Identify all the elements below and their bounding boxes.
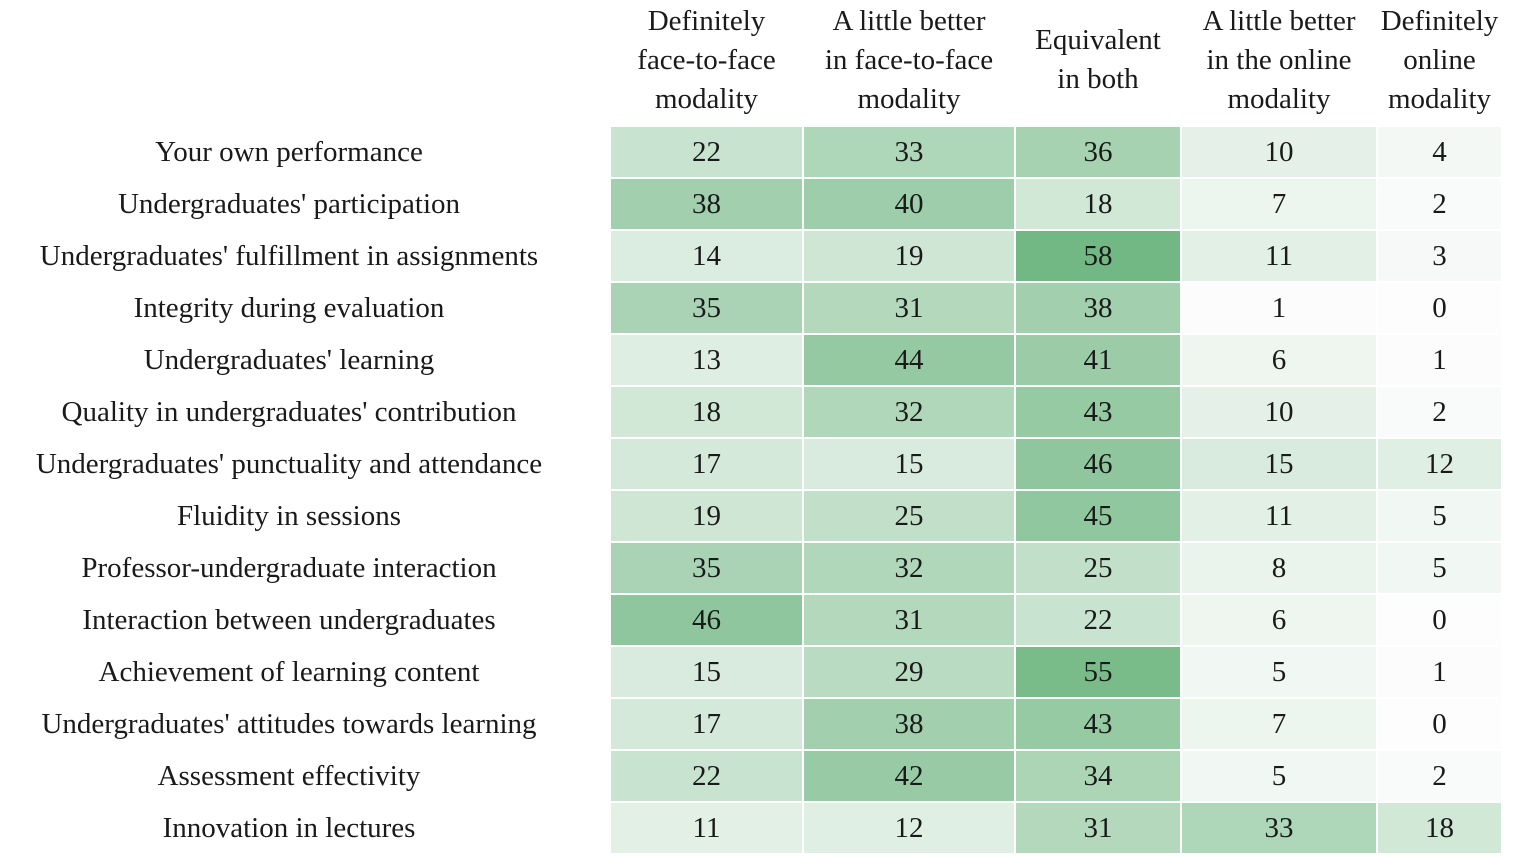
- heatmap-cell: 2: [1377, 178, 1502, 230]
- row-label: Undergraduates' participation: [117, 187, 461, 220]
- heatmap-cell: 46: [610, 594, 803, 646]
- heatmap-cell: 31: [1015, 802, 1181, 854]
- heatmap-cell: 32: [803, 542, 1015, 594]
- heatmap-cell: 31: [803, 594, 1015, 646]
- heatmap-cell: 10: [1181, 386, 1377, 438]
- heatmap-cell: 6: [1181, 594, 1377, 646]
- row-label: Assessment effectivity: [157, 759, 421, 792]
- column-header: A little better in the online modality: [1202, 4, 1356, 115]
- heatmap-cell: 34: [1015, 750, 1181, 802]
- heatmap-cell: 43: [1015, 386, 1181, 438]
- heatmap-cell: 22: [610, 750, 803, 802]
- row-label: Innovation in lectures: [162, 811, 416, 844]
- heatmap-cell: 15: [1181, 438, 1377, 490]
- column-header: Definitely online modality: [1380, 4, 1499, 115]
- row-label: Professor-undergraduate interaction: [81, 551, 497, 584]
- heatmap-cell: 43: [1015, 698, 1181, 750]
- heatmap-cell: 55: [1015, 646, 1181, 698]
- heatmap-cell: 31: [803, 282, 1015, 334]
- heatmap-cell: 18: [1377, 802, 1502, 854]
- row-label: Undergraduates' punctuality and attendan…: [35, 447, 543, 480]
- heatmap-cell: 14: [610, 230, 803, 282]
- heatmap-cell: 15: [610, 646, 803, 698]
- heatmap-cell: 5: [1181, 750, 1377, 802]
- heatmap-cell: 32: [803, 386, 1015, 438]
- heatmap-cell: 33: [803, 126, 1015, 178]
- row-label: Integrity during evaluation: [133, 291, 445, 324]
- row-label: Your own performance: [155, 135, 423, 168]
- column-header: A little better in face-to-face modality: [824, 4, 994, 115]
- heatmap-cell: 5: [1377, 542, 1502, 594]
- heatmap-cell: 5: [1377, 490, 1502, 542]
- heatmap-cell: 41: [1015, 334, 1181, 386]
- heatmap-cell: 12: [1377, 438, 1502, 490]
- heatmap-cell: 42: [803, 750, 1015, 802]
- row-label: Undergraduates' fulfillment in assignmen…: [39, 239, 539, 272]
- heatmap-cell: 58: [1015, 230, 1181, 282]
- heatmap-cell: 35: [610, 282, 803, 334]
- row-label: Undergraduates' attitudes towards learni…: [41, 707, 537, 740]
- column-header: Equivalent in both: [1035, 24, 1161, 95]
- heatmap-cell: 35: [610, 542, 803, 594]
- heatmap-cell: 6: [1181, 334, 1377, 386]
- heatmap-cell: 0: [1377, 594, 1502, 646]
- heatmap-cell: 19: [610, 490, 803, 542]
- row-label: Undergraduates' learning: [143, 343, 435, 376]
- heatmap-cell: 2: [1377, 386, 1502, 438]
- heatmap-cell: 17: [610, 698, 803, 750]
- row-label: Interaction between undergraduates: [82, 603, 496, 636]
- heatmap-cell: 8: [1181, 542, 1377, 594]
- heatmap-cell: 11: [1181, 490, 1377, 542]
- heatmap-cell: 33: [1181, 802, 1377, 854]
- heatmap-cell: 38: [1015, 282, 1181, 334]
- heatmap-cell: 22: [1015, 594, 1181, 646]
- heatmap-cell: 29: [803, 646, 1015, 698]
- heatmap-cell: 11: [1181, 230, 1377, 282]
- heatmap-cell: 36: [1015, 126, 1181, 178]
- heatmap-cell: 2: [1377, 750, 1502, 802]
- heatmap-cell: 1: [1377, 334, 1502, 386]
- heatmap-cell: 22: [610, 126, 803, 178]
- heatmap-cell: 1: [1377, 646, 1502, 698]
- heatmap-cell: 44: [803, 334, 1015, 386]
- heatmap-cell: 4: [1377, 126, 1502, 178]
- heatmap-cell: 40: [803, 178, 1015, 230]
- heatmap-cell: 19: [803, 230, 1015, 282]
- row-label: Fluidity in sessions: [177, 499, 401, 532]
- heatmap-cell: 25: [803, 490, 1015, 542]
- heatmap-cell: 18: [610, 386, 803, 438]
- heatmap-cell: 1: [1181, 282, 1377, 334]
- heatmap-cell: 46: [1015, 438, 1181, 490]
- heatmap-cell: 7: [1181, 698, 1377, 750]
- heatmap-cell: 13: [610, 334, 803, 386]
- heatmap-cell: 5: [1181, 646, 1377, 698]
- heatmap-cell: 0: [1377, 282, 1502, 334]
- heatmap-cell: 12: [803, 802, 1015, 854]
- column-header: Definitely face-to-face modality: [637, 4, 776, 115]
- heatmap-cell: 17: [610, 438, 803, 490]
- heatmap-cell: 0: [1377, 698, 1502, 750]
- heatmap-cell: 18: [1015, 178, 1181, 230]
- heatmap-cell: 10: [1181, 126, 1377, 178]
- heatmap-cell: 25: [1015, 542, 1181, 594]
- row-label: Quality in undergraduates' contribution: [61, 395, 517, 428]
- heatmap-cell: 3: [1377, 230, 1502, 282]
- heatmap-cell: 7: [1181, 178, 1377, 230]
- row-label: Achievement of learning content: [98, 655, 480, 688]
- heatmap-cell: 38: [610, 178, 803, 230]
- heatmap-cell: 11: [610, 802, 803, 854]
- heatmap-cell: 45: [1015, 490, 1181, 542]
- heatmap-cell: 38: [803, 698, 1015, 750]
- heatmap-cell: 15: [803, 438, 1015, 490]
